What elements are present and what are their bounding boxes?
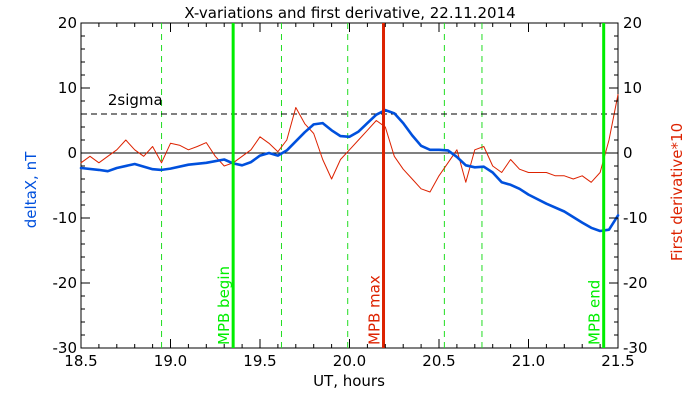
y-left-tick-label-2: 0 [67, 144, 77, 162]
y-left-tick-label-1: 10 [58, 79, 77, 97]
x-tick-label-0: 18.5 [64, 352, 97, 370]
y-right-tick-label-1: 10 [623, 79, 642, 97]
y-axis-right-label: First derivative*10 [668, 123, 686, 261]
y-right-tick-label-4: -20 [623, 274, 648, 292]
y-left-tick-label-0: 20 [58, 14, 77, 32]
series-line-first-derivative-10 [80, 94, 619, 193]
x-tick-label-5: 21.0 [512, 352, 545, 370]
series-line-deltax [79, 108, 620, 233]
x-tick-label-4: 20.5 [422, 352, 455, 370]
event-label-mpb-max: MPB max [366, 275, 384, 345]
y-right-tick-label-5: -30 [623, 339, 648, 357]
events-group: MPB begin MPB max MPB end [215, 23, 606, 348]
y-left-tick-label-4: -20 [53, 274, 78, 292]
series-group [79, 94, 620, 233]
y-right-tick-label-2: 0 [623, 144, 633, 162]
event-label-mpb-end: MPB end [586, 280, 604, 345]
threshold-group: 2sigma [81, 91, 618, 115]
x-tick-label-2: 19.5 [243, 352, 276, 370]
y-left-tick-label-3: -10 [53, 209, 78, 227]
chart-title: X-variations and first derivative, 22.11… [184, 4, 515, 22]
plot-area: 2sigma MPB begin MPB max MPB end [79, 22, 620, 349]
y-left-tick-label-5: -30 [53, 339, 78, 357]
y-right-tick-label-3: -10 [623, 209, 648, 227]
x-tick-label-6: 21.5 [601, 352, 634, 370]
x-axis-label: UT, hours [313, 372, 385, 390]
threshold-label: 2sigma [108, 91, 163, 109]
event-label-mpb-begin: MPB begin [215, 266, 233, 345]
y-axis-left-label: deltaX, nT [22, 151, 40, 228]
y-right-tick-label-0: 20 [623, 14, 642, 32]
y-axis-right: 20 10 0 -10 -20 -30 [609, 14, 648, 357]
y-axis-left: 20 10 0 -10 -20 -30 [53, 14, 90, 357]
x-axis: 18.5 19.0 19.5 20.0 20.5 21.0 21.5 [64, 23, 635, 370]
x-tick-label-1: 19.0 [154, 352, 187, 370]
x-tick-label-3: 20.0 [333, 352, 366, 370]
